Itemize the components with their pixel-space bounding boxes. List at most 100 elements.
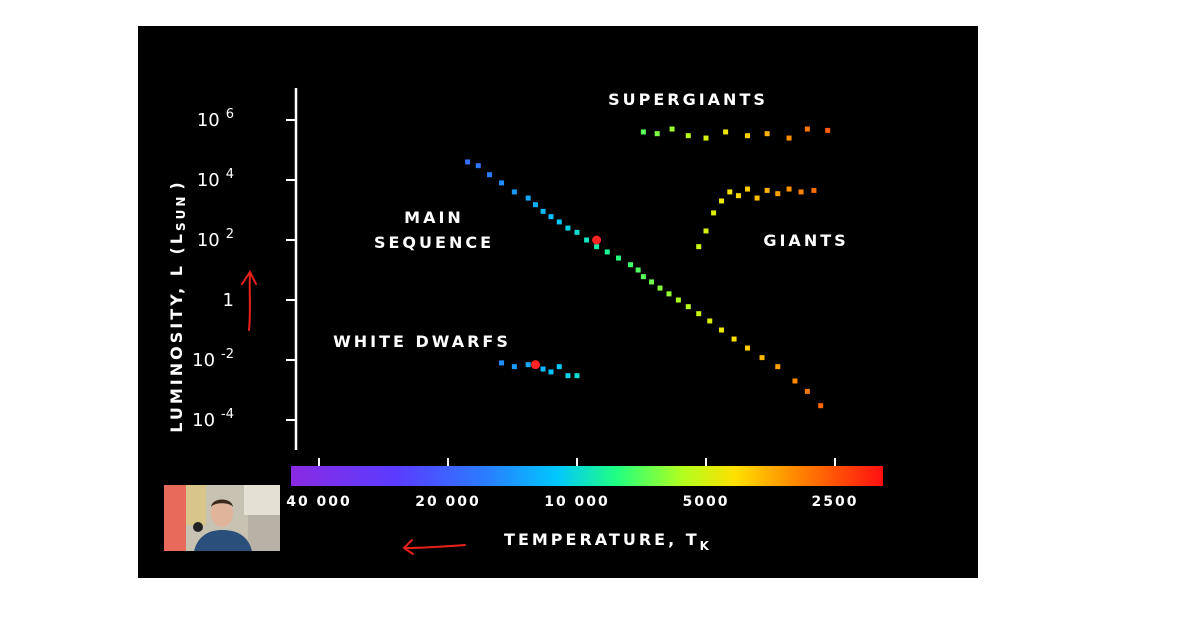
- main-sequence-point: [532, 202, 538, 208]
- supergiants-point: [703, 135, 709, 141]
- giants-point: [786, 186, 792, 192]
- white-dwarfs-point: [499, 360, 505, 366]
- y-tick-label: 1: [223, 290, 234, 311]
- main-sequence-point: [731, 336, 737, 342]
- main-sequence-point: [792, 378, 798, 384]
- giants-point: [703, 228, 709, 234]
- y-tick-exponent: 2: [226, 227, 234, 242]
- main-sequence-point: [649, 279, 655, 285]
- main-sequence-point: [594, 244, 600, 250]
- giants-label: GIANTS: [763, 231, 848, 250]
- main-sequence-point: [511, 189, 517, 195]
- main-sequence-point: [565, 225, 571, 231]
- main-sequence-label: MAIN: [404, 208, 464, 227]
- main-sequence-point: [685, 304, 691, 310]
- main-sequence-point: [628, 262, 634, 268]
- supergiants-point: [669, 126, 675, 132]
- giants-point: [811, 187, 817, 193]
- temperature-colorbar: [291, 466, 883, 486]
- supergiants-point: [825, 127, 831, 133]
- y-tick-exponent: -2: [221, 347, 234, 362]
- main-sequence-point: [548, 214, 554, 220]
- main-sequence-point: [745, 345, 751, 351]
- giants-point: [745, 186, 751, 192]
- giants-point: [798, 189, 804, 195]
- supergiants-point: [786, 135, 792, 141]
- main-sequence-point: [487, 172, 493, 178]
- chart-axes: [291, 88, 883, 486]
- white-dwarfs-point: [556, 364, 562, 370]
- region-labels: SUPERGIANTS GIANTS MAIN SEQUENCE WHITE DWARF…: [333, 90, 848, 351]
- main-sequence-point: [604, 249, 610, 255]
- main-sequence-point: [696, 311, 702, 317]
- giants-point: [735, 193, 741, 199]
- main-sequence-point: [707, 318, 713, 324]
- main-sequence-point: [666, 291, 672, 297]
- giants-point: [711, 210, 717, 216]
- white-dwarfs-point: [548, 369, 554, 375]
- left-margin: [0, 0, 138, 630]
- giants-point: [754, 195, 760, 201]
- main-sequence-point: [640, 274, 646, 280]
- y-tick-label: 10 2: [197, 227, 234, 251]
- y-tick-label: 10 -2: [192, 347, 234, 371]
- giants-point: [696, 244, 702, 250]
- annotation-arrows: [241, 270, 466, 555]
- main-sequence-point: [574, 229, 580, 235]
- supergiants-point: [640, 129, 646, 135]
- x-axis-ticks: 40 000 20 000 10 000 5000 2500: [286, 458, 859, 510]
- main-sequence-point: [675, 297, 681, 303]
- y-axis-ticks: 10 6 10 4 10 2 1 10 -2 10 -4: [192, 107, 296, 431]
- main-sequence-point: [635, 267, 641, 273]
- top-strip: [138, 0, 978, 26]
- main-sequence-point: [616, 255, 622, 261]
- main-sequence-point: [775, 364, 781, 370]
- hr-diagram-chart: 10 6 10 4 10 2 1 10 -2 10 -4 40 000 20 000 10 000 500…: [167, 88, 883, 555]
- y-tick-label: 10 -4: [192, 407, 234, 431]
- main-sequence-point: [475, 163, 481, 169]
- supergiants-label: SUPERGIANTS: [608, 90, 768, 109]
- x-tick-label: 40 000: [286, 494, 352, 510]
- x-tick-label: 5000: [683, 494, 730, 510]
- supergiants-point: [745, 133, 751, 139]
- y-axis-label: LUMINOSITY, L (LSUN): [167, 179, 188, 432]
- y-tick-exponent: -4: [221, 407, 234, 422]
- y-tick-exponent: 6: [226, 107, 234, 122]
- main-sequence-label: SEQUENCE: [374, 233, 494, 252]
- presenter-webcam: [164, 485, 280, 551]
- giants-point: [764, 187, 770, 193]
- x-tick-label: 10 000: [544, 494, 610, 510]
- giants-point: [775, 191, 781, 197]
- x-tick-label: 2500: [812, 494, 859, 510]
- y-tick-exponent: 4: [226, 167, 234, 182]
- main-sequence-point: [584, 237, 590, 243]
- main-sequence-point: [540, 208, 546, 214]
- y-tick-label: 10 4: [197, 167, 234, 191]
- presenter-webcam-icon: [164, 485, 280, 551]
- x-tick-label: 20 000: [415, 494, 481, 510]
- main-sequence-point: [719, 327, 725, 333]
- main-sequence-point: [525, 195, 531, 201]
- main-sequence-point: [465, 159, 471, 165]
- white-dwarfs-point: [511, 364, 517, 370]
- main-sequence-point: [804, 388, 810, 394]
- data-points: [465, 126, 831, 409]
- giants-point: [719, 198, 725, 204]
- x-axis-label: TEMPERATURE, TK: [504, 530, 712, 553]
- main-sequence-point: [759, 355, 765, 361]
- supergiants-point: [685, 133, 691, 139]
- white-dwarfs-point: [574, 373, 580, 379]
- main-sequence-point: [657, 285, 663, 291]
- up-arrow-annotation: [241, 270, 257, 331]
- supergiants-point: [804, 126, 810, 132]
- supergiants-point: [764, 131, 770, 137]
- main-sequence-point: [818, 403, 824, 409]
- y-tick-label: 10 6: [197, 107, 234, 131]
- supergiants-point: [654, 131, 660, 137]
- giants-point: [727, 189, 733, 195]
- main-sequence-highlight-point: [592, 235, 602, 245]
- bottom-strip: [138, 578, 978, 630]
- white-dwarfs-point: [525, 362, 531, 368]
- main-sequence-point: [499, 180, 505, 186]
- white-dwarfs-label: WHITE DWARFS: [333, 332, 511, 351]
